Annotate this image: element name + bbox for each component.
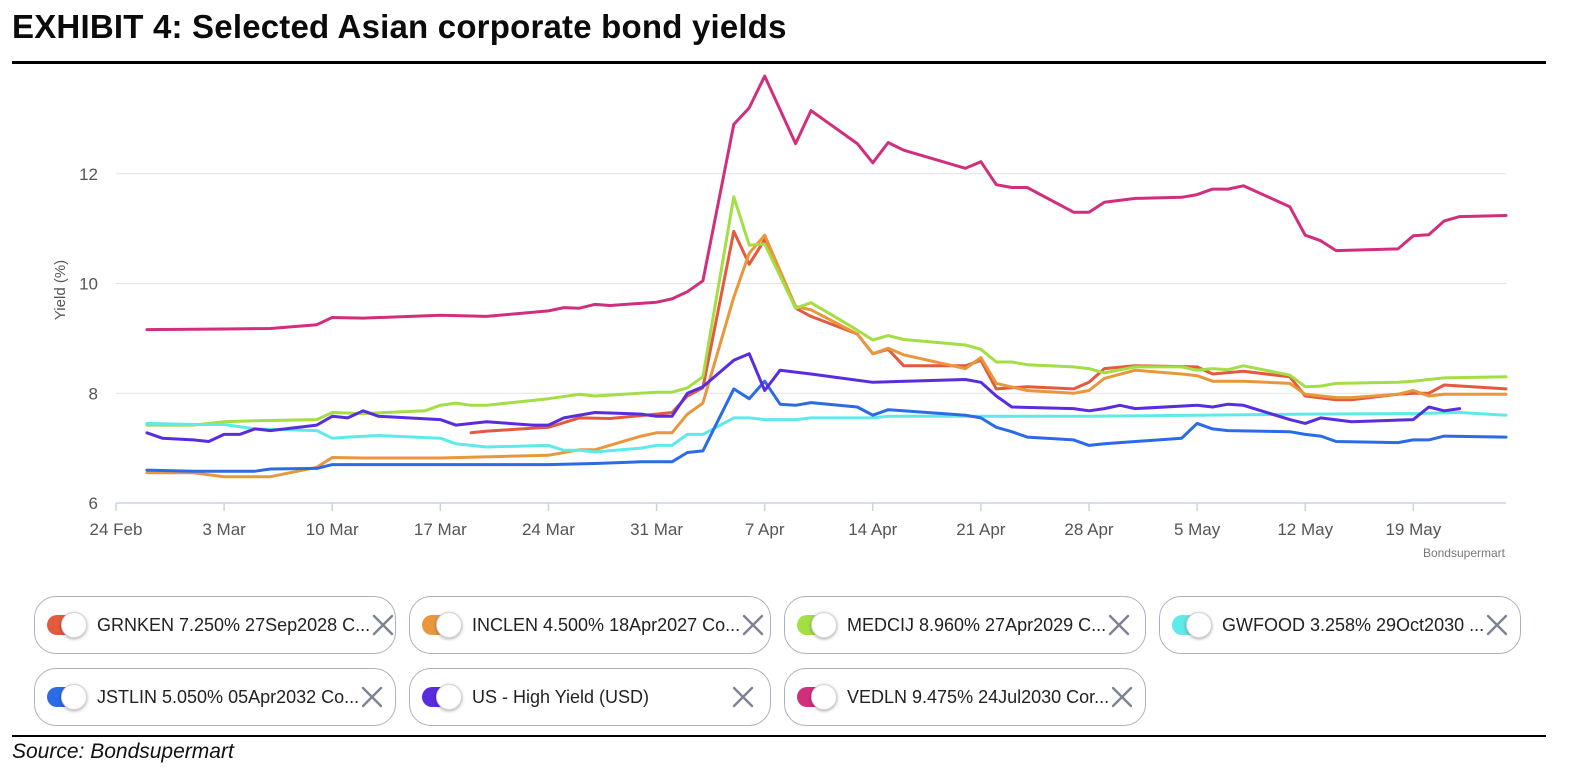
- x-tick-label: 14 Apr: [848, 520, 897, 539]
- series-toggle[interactable]: [797, 612, 837, 638]
- series-line-6: [145, 352, 1462, 443]
- x-tick-label: 3 Mar: [202, 520, 246, 539]
- axis-layer: 6 8 10 12 24 Feb 3 Mar 10 Mar 17 Mar 24 Mar 31 Ma…: [79, 165, 1506, 539]
- toggle-knob: [811, 684, 837, 710]
- grid-layer: [116, 173, 1506, 394]
- remove-series-button[interactable]: [740, 612, 766, 638]
- series-line-2: [145, 233, 1508, 479]
- y-tick-label: 8: [89, 384, 98, 403]
- legend-item[interactable]: MEDCIJ 8.960% 27Apr2029 C...: [784, 596, 1146, 654]
- series-toggle[interactable]: [47, 612, 87, 638]
- close-x-icon: [732, 686, 754, 708]
- legend-item[interactable]: VEDLN 9.475% 24Jul2030 Cor...: [784, 668, 1146, 726]
- toggle-knob: [1186, 612, 1212, 638]
- close-x-icon: [1486, 614, 1508, 636]
- series-line-1: [469, 229, 1508, 435]
- x-tick-label: 19 May: [1385, 520, 1441, 539]
- series-toggle[interactable]: [47, 684, 87, 710]
- legend-item[interactable]: JSTLIN 5.050% 05Apr2032 Co...: [34, 668, 396, 726]
- remove-series-button[interactable]: [1109, 684, 1135, 710]
- x-tick-label: 24 Feb: [90, 520, 143, 539]
- toggle-knob: [811, 612, 837, 638]
- x-tick-label: 17 Mar: [414, 520, 467, 539]
- legend-label: JSTLIN 5.050% 05Apr2032 Co...: [97, 686, 360, 707]
- series-toggle[interactable]: [422, 612, 462, 638]
- series-layer: [145, 74, 1508, 479]
- y-tick-label: 10: [79, 275, 98, 294]
- close-x-icon: [742, 614, 764, 636]
- x-tick-label: 10 Mar: [306, 520, 359, 539]
- series-line-5: [145, 379, 1508, 473]
- chart-credit: Bondsupermart: [1423, 546, 1506, 560]
- legend-item[interactable]: GRNKEN 7.250% 27Sep2028 C...: [34, 596, 396, 654]
- x-tick-label: 7 Apr: [745, 520, 785, 539]
- y-tick-label: 6: [89, 494, 98, 513]
- exhibit-title: EXHIBIT 4: Selected Asian corporate bond…: [12, 8, 787, 45]
- legend-item[interactable]: GWFOOD 3.258% 29Oct2030 ...: [1159, 596, 1521, 654]
- legend-label: VEDLN 9.475% 24Jul2030 Cor...: [847, 686, 1110, 707]
- x-tick-label: 31 Mar: [630, 520, 683, 539]
- series-toggle[interactable]: [422, 684, 462, 710]
- remove-series-button[interactable]: [730, 684, 756, 710]
- legend-label: US - High Yield (USD): [472, 686, 650, 707]
- x-tick-label: 12 May: [1277, 520, 1333, 539]
- series-line-3: [145, 195, 1508, 427]
- y-axis-title: Yield (%): [52, 260, 69, 320]
- top-rule: [12, 61, 1546, 64]
- series-line-4: [145, 411, 1508, 454]
- series-toggle[interactable]: [797, 684, 837, 710]
- close-x-icon: [361, 686, 383, 708]
- legend-item[interactable]: INCLEN 4.500% 18Apr2027 Co...: [409, 596, 771, 654]
- source-note: Source: Bondsupermart: [12, 740, 234, 763]
- remove-series-button[interactable]: [1106, 612, 1132, 638]
- legend-label: GWFOOD 3.258% 29Oct2030 ...: [1222, 614, 1485, 635]
- x-tick-label: 5 May: [1174, 520, 1221, 539]
- series-line-0: [145, 74, 1508, 332]
- series-toggle[interactable]: [1172, 612, 1212, 638]
- x-tick-label: 28 Apr: [1064, 520, 1113, 539]
- close-x-icon: [1108, 614, 1130, 636]
- toggle-knob: [61, 612, 87, 638]
- x-tick-label: 24 Mar: [522, 520, 575, 539]
- legend-label: MEDCIJ 8.960% 27Apr2029 C...: [847, 614, 1107, 635]
- legend-label: INCLEN 4.500% 18Apr2027 Co...: [472, 614, 741, 635]
- toggle-knob: [61, 684, 87, 710]
- x-tick-label: 21 Apr: [956, 520, 1005, 539]
- close-x-icon: [372, 614, 394, 636]
- y-tick-label: 12: [79, 165, 98, 184]
- yield-line-chart: 6 8 10 12 24 Feb 3 Mar 10 Mar 17 Mar 24 Mar 31 Ma…: [52, 74, 1508, 560]
- toggle-knob: [436, 612, 462, 638]
- remove-series-button[interactable]: [370, 612, 396, 638]
- close-x-icon: [1111, 686, 1133, 708]
- remove-series-button[interactable]: [1484, 612, 1510, 638]
- remove-series-button[interactable]: [359, 684, 385, 710]
- legend-item[interactable]: US - High Yield (USD): [409, 668, 771, 726]
- legend: GRNKEN 7.250% 27Sep2028 C... INCLEN 4.500…: [34, 596, 1534, 726]
- toggle-knob: [436, 684, 462, 710]
- bottom-rule: [12, 735, 1546, 737]
- legend-label: GRNKEN 7.250% 27Sep2028 C...: [97, 614, 371, 635]
